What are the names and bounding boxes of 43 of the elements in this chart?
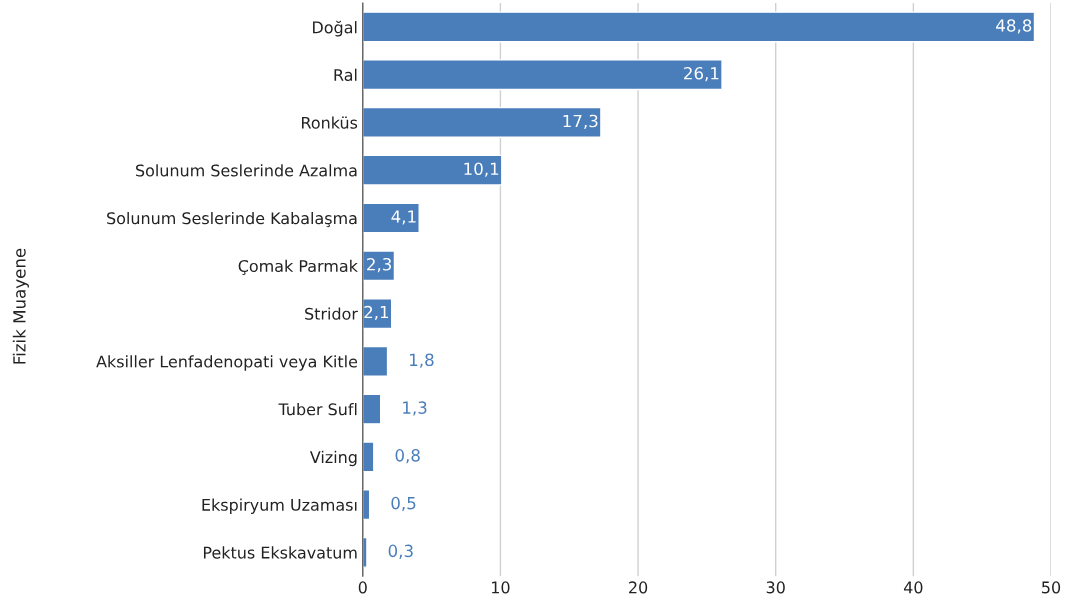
y-tick-label: Ronküs [302,116,358,129]
data-label: 2,1 [364,305,389,321]
y-tick-label: Tuber Sufl [278,402,357,416]
y-tick-label: Solunum Seslerinde Azalma [136,164,357,177]
y-tick-label: Ekspiryum Uzaması [202,498,357,514]
bar [362,489,371,521]
y-tick-label: Solunum Seslerinde Kabalaşma [107,211,357,228]
data-label: 0,8 [395,449,420,464]
y-tick-label: Çomak Parmak [238,259,358,275]
bar [362,106,602,138]
x-tick-label: 0 [358,581,367,594]
data-label: 4,1 [391,210,416,225]
y-tick-label: Pektus Ekskavatum [203,546,357,559]
x-tick-label: 30 [766,581,785,594]
data-label: 0,5 [391,496,416,512]
x-tick-label: 10 [492,581,510,594]
y-tick-label: Aksiller Lenfadenopati veya Kitle [96,355,358,371]
bar [362,536,368,568]
bar [362,298,393,330]
y-axis-title: Fizik Muayene [12,248,29,364]
data-label: 17,3 [563,114,598,130]
data-label: 1,3 [403,401,427,416]
bar [362,154,503,186]
x-tick-label: 20 [629,581,648,594]
data-label: 2,3 [367,257,392,273]
x-tick-label: 50 [1042,581,1061,594]
data-label: 26,1 [684,66,719,82]
data-label: 1,8 [410,353,434,368]
x-tick-label: 40 [903,581,923,594]
bar [362,393,382,425]
bar [362,59,723,91]
data-label: 10,1 [464,162,499,177]
data-label: 0,3 [388,544,413,559]
y-tick-label: Ral [334,68,357,81]
bar [362,441,375,473]
bar [362,250,396,282]
y-tick-label: Doğal [313,20,357,37]
bar [362,345,389,377]
y-tick-label: Vizing [309,450,357,467]
bar [362,11,1036,43]
bar [362,202,420,234]
data-label: 48,8 [996,19,1032,34]
y-tick-label: Stridor [305,307,358,320]
